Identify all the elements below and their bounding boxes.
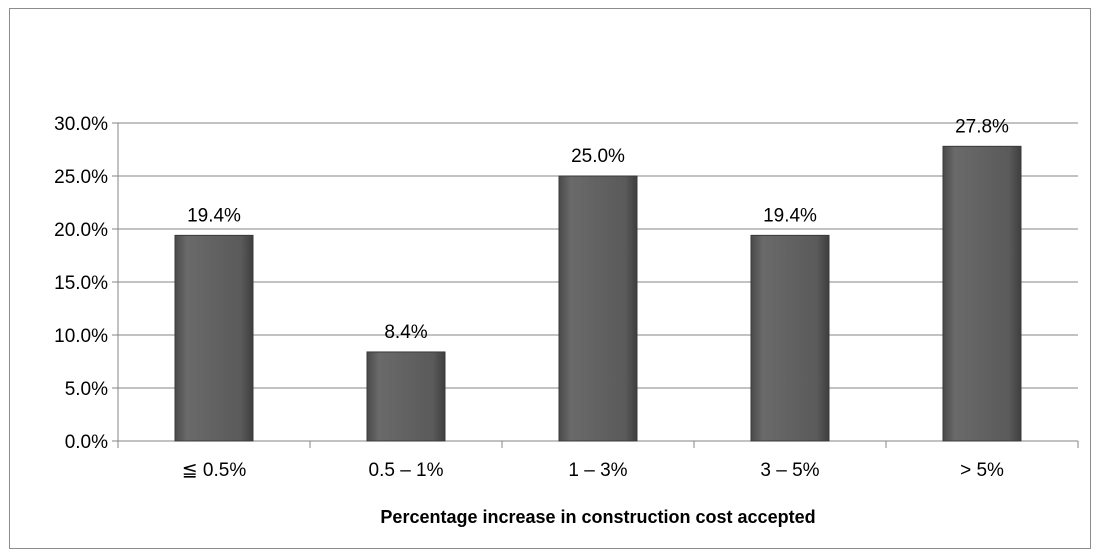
data-label: 19.4% (187, 205, 241, 226)
x-tick-label: 0.5 – 1% (369, 460, 444, 481)
data-label: 19.4% (763, 205, 817, 226)
x-tick-label: 1 – 3% (568, 460, 627, 481)
bar (366, 351, 446, 442)
y-tick-label: 5.0% (65, 379, 108, 400)
y-tick-label: 20.0% (54, 220, 108, 241)
y-tick-label: 25.0% (54, 167, 108, 188)
y-tick-label: 15.0% (54, 273, 108, 294)
data-label: 27.8% (955, 116, 1009, 137)
bar (558, 175, 638, 442)
bars (174, 145, 1022, 442)
data-label: 8.4% (384, 322, 427, 343)
x-tick-label: > 5% (960, 460, 1004, 481)
x-axis-title: Percentage increase in construction cost… (380, 507, 815, 527)
y-tick-label: 0.0% (65, 432, 108, 453)
bar (942, 145, 1022, 442)
bar (750, 234, 830, 442)
x-tick-label: 3 – 5% (760, 460, 819, 481)
data-label: 25.0% (571, 146, 625, 167)
x-tick-label: ≦ 0.5% (182, 460, 247, 481)
y-tick-label: 30.0% (54, 114, 108, 135)
bar (174, 234, 254, 442)
y-tick-label: 10.0% (54, 326, 108, 347)
labels: 0.0% 5.0% 10.0% 15.0% 20.0% 25.0% 30.0% 19.4% ≦ … (54, 114, 1009, 481)
